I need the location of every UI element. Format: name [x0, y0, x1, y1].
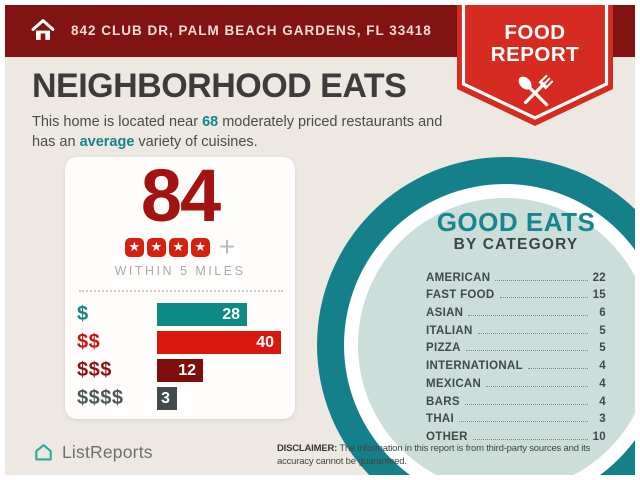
category-row: THAI 3	[426, 408, 606, 426]
restaurant-count-highlight: 68	[202, 114, 219, 130]
price-label: $$$	[77, 359, 112, 381]
page-title: NEIGHBORHOOD EATS	[32, 67, 407, 105]
category-count: 4	[599, 395, 606, 408]
category-name: OTHER	[426, 430, 468, 443]
bar-track: 28	[157, 303, 295, 326]
price-label: $$	[77, 331, 101, 353]
property-address: 842 CLUB DR, PALM BEACH GARDENS, FL 3341…	[71, 23, 432, 38]
report-canvas: 842 CLUB DR, PALM BEACH GARDENS, FL 3341…	[5, 5, 635, 475]
bar-value: 28	[222, 305, 240, 323]
plus-sign: +	[218, 231, 236, 262]
star-icon: ★	[124, 237, 144, 257]
bar-value: 12	[178, 361, 196, 379]
divider	[79, 290, 283, 292]
variety-highlight: average	[79, 134, 135, 150]
bar-track: 12	[157, 359, 295, 382]
category-row: AMERICAN 22	[426, 266, 606, 284]
radius-caption: WITHIN 5 MILES	[114, 264, 246, 278]
category-count: 5	[599, 324, 606, 337]
bar: 40	[157, 331, 281, 354]
category-name: MEXICAN	[426, 377, 482, 390]
category-name: PIZZA	[426, 342, 461, 355]
dotted-leader	[459, 421, 588, 423]
category-name: ITALIAN	[426, 324, 473, 337]
bar-value: 40	[256, 333, 274, 351]
category-row: ASIAN 6	[426, 301, 606, 319]
category-name: AMERICAN	[426, 271, 491, 284]
disclaimer-label: DISCLAIMER:	[277, 443, 338, 454]
subtitle: This home is located near 68 moderately …	[32, 114, 443, 150]
dotted-leader	[465, 350, 588, 352]
good-eats-panel: GOOD EATS BY CATEGORY AMERICAN 22 FAST FOO…	[426, 208, 606, 443]
badge-line2: REPORT	[491, 43, 579, 66]
category-list: AMERICAN 22 FAST FOOD 15 ASIAN 6 ITALIAN 5 PIZZA…	[426, 266, 606, 443]
dotted-leader	[472, 438, 588, 440]
price-label: $$$$	[77, 387, 124, 409]
dotted-leader	[495, 279, 588, 281]
restaurant-score: 84	[140, 154, 221, 237]
bar: 3	[157, 387, 177, 410]
category-row: MEXICAN 4	[426, 372, 606, 390]
category-name: THAI	[426, 413, 455, 426]
category-row: BARS 4	[426, 390, 606, 408]
category-row: PIZZA 5	[426, 337, 606, 355]
category-count: 22	[592, 271, 606, 284]
dotted-leader	[486, 385, 588, 387]
price-bar-row: $$$ 12	[77, 359, 295, 382]
category-name: ASIAN	[426, 307, 464, 320]
good-eats-subtitle: BY CATEGORY	[453, 236, 579, 253]
category-row: INTERNATIONAL 4	[426, 354, 606, 372]
price-label: $	[77, 303, 89, 325]
dotted-leader	[468, 315, 588, 317]
category-name: BARS	[426, 395, 460, 408]
price-bar-row: $$ 40	[77, 331, 295, 354]
badge-line1: FOOD	[504, 21, 565, 44]
dotted-leader	[527, 368, 588, 370]
disclaimer: DISCLAIMER: The information in this repo…	[277, 443, 591, 467]
decorative-circle-inner	[358, 198, 635, 475]
category-count: 10	[592, 430, 606, 443]
category-row: FAST FOOD 15	[426, 284, 606, 302]
score-card: 84 ★ ★ ★ ★ + WITHIN 5 MILES $28 $$ 40 $$$ 12 $$$$…	[65, 157, 295, 419]
utensils-icon	[518, 74, 554, 107]
star-icon: ★	[168, 237, 188, 257]
star-icon: ★	[190, 237, 210, 257]
dotted-leader	[499, 297, 588, 299]
star-rating: ★ ★ ★ ★ +	[65, 231, 295, 262]
category-name: FAST FOOD	[426, 289, 495, 302]
food-report-ribbon: FOOD REPORT	[457, 5, 613, 126]
bar: 28	[157, 303, 247, 326]
bar-track: 40	[157, 331, 295, 354]
category-count: 5	[599, 342, 606, 355]
dotted-leader	[464, 403, 588, 405]
category-count: 4	[599, 360, 606, 373]
good-eats-title: GOOD EATS	[436, 207, 596, 237]
category-name: INTERNATIONAL	[426, 360, 523, 373]
home-icon	[31, 19, 55, 40]
price-bars: $28 $$ 40 $$$ 12 $$$$ 3	[65, 303, 295, 410]
category-row: OTHER 10	[426, 425, 606, 443]
star-icon: ★	[146, 237, 166, 257]
price-bar-row: $$$$ 3	[77, 387, 295, 410]
bar: 12	[157, 359, 203, 382]
listreports-logo: ListReports	[32, 441, 153, 464]
bar-track: 3	[157, 387, 295, 410]
price-bar-row: $28	[77, 303, 295, 326]
category-row: ITALIAN 5	[426, 319, 606, 337]
brand-name: ListReports	[62, 442, 153, 462]
category-count: 3	[599, 413, 606, 426]
category-count: 6	[599, 307, 606, 320]
listreports-house-icon	[35, 444, 52, 461]
bar-value: 3	[161, 389, 170, 407]
category-count: 4	[599, 377, 606, 390]
category-count: 15	[592, 289, 606, 302]
dotted-leader	[477, 332, 588, 334]
